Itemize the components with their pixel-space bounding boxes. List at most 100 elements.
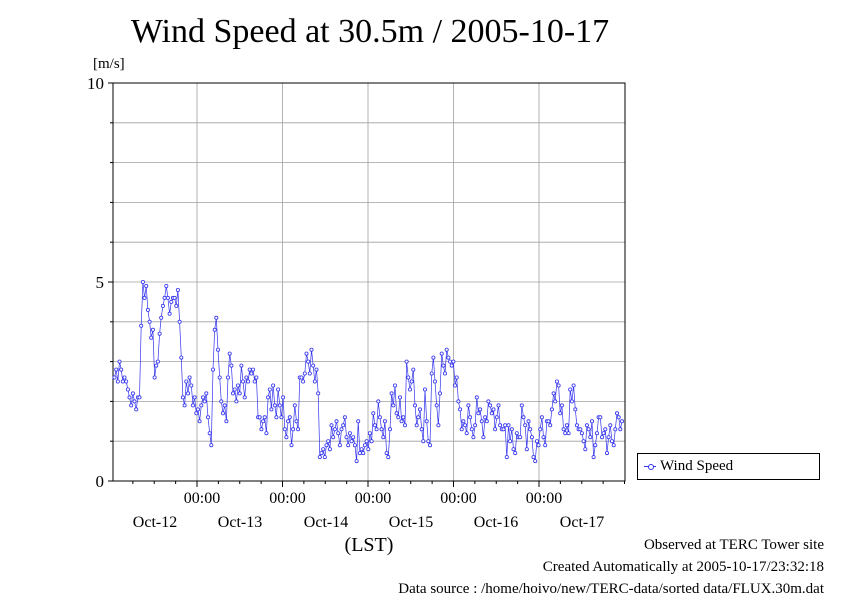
data-point [281, 395, 286, 400]
x-tick-date-label: Oct-13 [218, 514, 262, 531]
data-point [299, 375, 304, 380]
data-point [120, 379, 125, 384]
data-point [314, 367, 319, 372]
data-point [140, 279, 145, 284]
data-point [508, 439, 513, 444]
data-point [399, 419, 404, 424]
data-point [277, 403, 282, 408]
data-point [458, 407, 463, 412]
data-point [531, 455, 536, 460]
data-point [449, 363, 454, 368]
data-point [125, 387, 130, 392]
data-point [377, 415, 382, 420]
data-point [326, 439, 331, 444]
data-point [486, 399, 491, 404]
data-point [546, 419, 551, 424]
series-wind-speed [112, 279, 625, 464]
data-point [608, 423, 613, 428]
data-point [356, 419, 361, 424]
data-point [488, 403, 493, 408]
data-point [114, 367, 119, 372]
data-point [463, 423, 468, 428]
data-point [459, 427, 464, 432]
data-point [504, 455, 509, 460]
data-point [264, 431, 269, 436]
data-point [548, 423, 553, 428]
data-point [586, 427, 591, 432]
data-point [461, 419, 466, 424]
data-point [407, 387, 412, 392]
data-point [332, 427, 337, 432]
data-point [149, 335, 154, 340]
data-point [514, 431, 519, 436]
data-point [610, 439, 615, 444]
data-point [468, 415, 473, 420]
data-point [249, 371, 254, 376]
chart-legend: Wind Speed [637, 453, 820, 480]
y-tick-label: 5 [96, 273, 105, 292]
data-point [498, 423, 503, 428]
data-point [225, 375, 230, 380]
data-point [317, 455, 322, 460]
data-point [342, 415, 347, 420]
data-point [563, 431, 568, 436]
data-point [494, 415, 499, 420]
data-point [129, 403, 134, 408]
data-point [159, 315, 164, 320]
data-point [324, 443, 329, 448]
data-point [429, 371, 434, 376]
data-point [202, 399, 207, 404]
data-point [262, 415, 267, 420]
footer-data-source: Data source : /home/hoivo/new/TERC-data/… [398, 581, 824, 597]
data-point [316, 391, 321, 396]
footer-created-time: Created Automatically at 2005-10-17/23:3… [542, 559, 824, 575]
data-point [471, 435, 476, 440]
data-point [289, 443, 294, 448]
data-point [119, 367, 124, 372]
data-point [337, 443, 342, 448]
data-point [466, 403, 471, 408]
data-point [369, 439, 374, 444]
data-point [346, 443, 351, 448]
data-point [590, 419, 595, 424]
data-point [551, 391, 556, 396]
data-point [184, 379, 189, 384]
data-point [200, 395, 205, 400]
data-point [453, 383, 458, 388]
data-point [541, 435, 546, 440]
data-point [394, 411, 399, 416]
data-point [464, 431, 469, 436]
data-point [237, 391, 242, 396]
data-point [603, 427, 608, 432]
x-tick-time-label: 00:00 [440, 490, 476, 507]
data-point [144, 283, 149, 288]
data-point [336, 431, 341, 436]
data-point [329, 423, 334, 428]
data-point [304, 351, 309, 356]
data-point [593, 443, 598, 448]
data-point [352, 443, 357, 448]
data-point [230, 391, 235, 396]
data-point [578, 427, 583, 432]
data-point [611, 443, 616, 448]
data-point [242, 395, 247, 400]
data-point [347, 431, 352, 436]
data-point [269, 407, 274, 412]
data-point [600, 435, 605, 440]
y-tick-label: 0 [96, 472, 105, 491]
data-point [523, 423, 528, 428]
data-point [392, 383, 397, 388]
data-point [276, 387, 281, 392]
data-point [209, 443, 214, 448]
data-point [371, 411, 376, 416]
data-point [528, 427, 533, 432]
data-point [259, 427, 264, 432]
data-point [137, 395, 142, 400]
data-point [261, 419, 266, 424]
data-point [442, 371, 447, 376]
data-point [244, 375, 249, 380]
data-point [210, 367, 215, 372]
data-point [484, 419, 489, 424]
data-point [538, 427, 543, 432]
